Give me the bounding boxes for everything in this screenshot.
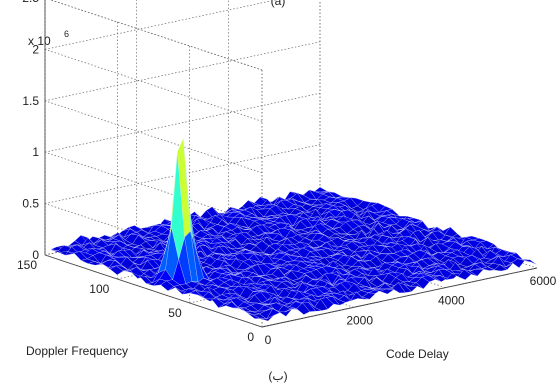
y-axis-line bbox=[44, 254, 263, 328]
z-gridline bbox=[44, 92, 321, 153]
x-tick-label: 4000 bbox=[438, 294, 465, 308]
z-gridline bbox=[44, 49, 263, 122]
y-tick-label: 0 bbox=[247, 330, 254, 344]
z-gridline bbox=[44, 0, 277, 50]
x-tick-label: 6000 bbox=[530, 274, 556, 288]
axis-ticks: 00.511.522.50501001500200040006000 bbox=[17, 0, 556, 347]
x-axis-label: Code Delay bbox=[386, 347, 449, 361]
z-multiplier-exponent: 6 bbox=[64, 29, 69, 39]
y-tick-label: 150 bbox=[17, 258, 37, 272]
z-tick-label: 1.5 bbox=[22, 94, 39, 108]
x-tick-label: 2000 bbox=[346, 313, 373, 327]
y-tick-label: 50 bbox=[168, 306, 182, 320]
z-tick-label: 0.5 bbox=[22, 197, 39, 211]
box-edge bbox=[49, 0, 263, 71]
z-multiplier-label: x 10 bbox=[28, 34, 51, 48]
z-gridline bbox=[49, 0, 263, 71]
x-tick-label: 0 bbox=[265, 333, 272, 347]
caption-top: (a) bbox=[271, 0, 286, 8]
z-tick-label: 2.5 bbox=[22, 0, 39, 5]
surface-cell bbox=[313, 186, 328, 193]
z-gridline bbox=[44, 41, 321, 102]
z-tick-label: 2 bbox=[32, 42, 39, 56]
surface-plot bbox=[44, 138, 538, 322]
z-tick-label: 0 bbox=[32, 248, 39, 262]
y-tick-label: 100 bbox=[89, 282, 109, 296]
z-tick-label: 1 bbox=[32, 145, 39, 159]
surface-cell bbox=[523, 259, 538, 265]
z-gridline bbox=[44, 100, 263, 174]
y-axis-label: Doppler Frequency bbox=[26, 344, 128, 358]
y-gridline bbox=[261, 267, 538, 328]
caption-bottom: (ب) bbox=[268, 369, 287, 383]
